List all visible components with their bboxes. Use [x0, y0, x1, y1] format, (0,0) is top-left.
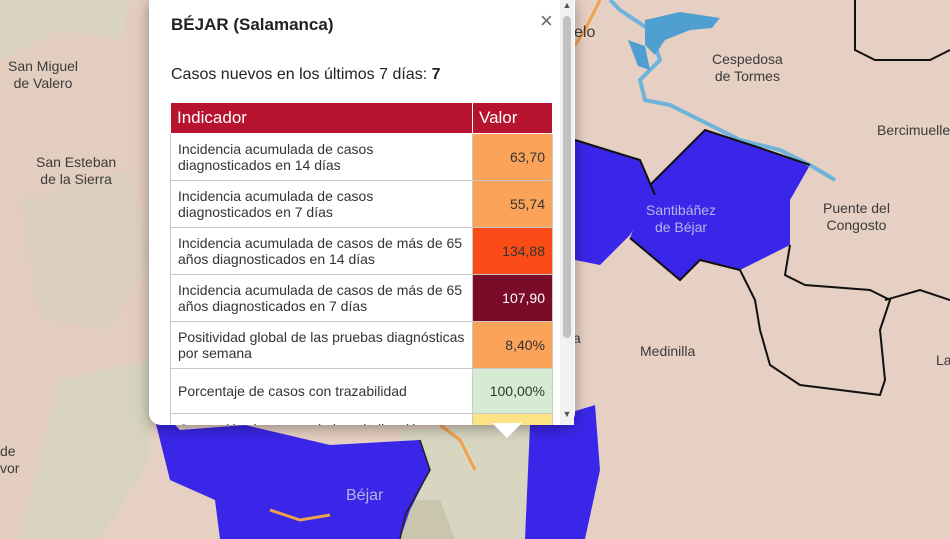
value-cell: 134,88	[472, 227, 553, 275]
road	[269, 508, 331, 522]
place-partial-elo: elo	[574, 24, 596, 41]
table-row: Incidencia acumulada de casos diagnostic…	[170, 180, 553, 228]
table-row: Porcentaje de casos con trazabilidad 100,…	[170, 368, 553, 414]
road	[573, 0, 602, 46]
highlight-region	[150, 400, 430, 539]
scroll-down-arrow-icon[interactable]: ▼	[562, 409, 572, 419]
indicator-cell: Positividad global de las pruebas diagnó…	[170, 321, 473, 369]
table-row: Ocupación de camas de hospitalización po…	[170, 413, 553, 425]
popup-content[interactable]: BÉJAR (Salamanca) Casos nuevos en los úl…	[149, 0, 559, 425]
place-bercimuelle: Bercimuelle	[877, 122, 950, 138]
indicator-cell: Incidencia acumulada de casos diagnostic…	[170, 133, 473, 181]
place-santibanez-de-bejar: Santibáñez de Béjar	[646, 202, 717, 235]
new-cases-label: Casos nuevos en los últimos 7 días:	[171, 66, 432, 83]
place-partial-de-vor: de vor	[0, 443, 20, 476]
boundary-line	[884, 288, 950, 301]
table-row: Positividad global de las pruebas diagnó…	[170, 321, 553, 369]
scroll-thumb[interactable]	[563, 16, 571, 338]
boundary-line	[739, 244, 892, 397]
value-cell: 55,74	[472, 180, 553, 228]
info-popup: BÉJAR (Salamanca) Casos nuevos en los úl…	[149, 0, 575, 438]
place-medinilla: Medinilla	[640, 343, 696, 359]
popup-scrollbar[interactable]: ▲ ▼	[560, 0, 574, 425]
place-san-miguel-de-valero: San Miguel de Valero	[8, 58, 79, 91]
boundary-line	[574, 139, 656, 196]
boundary-line	[649, 128, 811, 186]
value-cell: 2,96%	[472, 413, 553, 425]
indicators-table: Indicador Valor Incidencia acumulada de …	[170, 102, 553, 425]
place-partial-la: La	[936, 352, 950, 368]
indicator-cell: Incidencia acumulada de casos de más de …	[170, 274, 473, 322]
table-header-row: Indicador Valor	[170, 102, 553, 134]
value-cell: 63,70	[472, 133, 553, 181]
value-cell: 8,40%	[472, 321, 553, 369]
reservoir	[645, 12, 720, 55]
terrain-area	[20, 360, 150, 539]
scroll-up-arrow-icon[interactable]: ▲	[562, 0, 572, 10]
boundary-line	[854, 0, 950, 61]
new-cases-line: Casos nuevos en los últimos 7 días: 7	[171, 66, 440, 84]
value-cell: 100,00%	[472, 368, 553, 414]
highlight-region	[575, 140, 655, 265]
popup-title: BÉJAR (Salamanca)	[171, 15, 334, 34]
popup-tip	[492, 423, 522, 438]
close-icon[interactable]: ×	[540, 8, 553, 33]
place-partial-a: a	[573, 330, 581, 346]
boundary-line	[629, 237, 741, 282]
highlight-region	[630, 130, 810, 280]
indicator-cell: Porcentaje de casos con trazabilidad	[170, 368, 473, 414]
place-puente-del-congosto: Puente del Congosto	[823, 200, 890, 233]
boundary-line	[399, 439, 431, 539]
new-cases-value: 7	[431, 66, 441, 83]
road	[439, 423, 477, 471]
table-row: Incidencia acumulada de casos de más de …	[170, 227, 553, 275]
highlight-region	[525, 405, 600, 539]
table-row: Incidencia acumulada de casos diagnostic…	[170, 133, 553, 181]
terrain-area	[20, 170, 150, 330]
indicator-cell: Incidencia acumulada de casos diagnostic…	[170, 180, 473, 228]
header-valor: Valor	[472, 102, 553, 134]
header-indicador: Indicador	[170, 102, 473, 134]
value-cell: 107,90	[472, 274, 553, 322]
reservoir	[628, 40, 650, 70]
place-cespedosa-de-tormes: Cespedosa de Tormes	[712, 51, 783, 84]
indicator-cell: Ocupación de camas de hospitalización po…	[170, 413, 473, 425]
table-row: Incidencia acumulada de casos de más de …	[170, 274, 553, 322]
place-san-esteban-de-la-sierra: San Esteban de la Sierra	[36, 154, 117, 187]
terrain-area	[0, 0, 130, 60]
indicator-cell: Incidencia acumulada de casos de más de …	[170, 227, 473, 275]
place-bejar: Béjar	[346, 487, 384, 504]
